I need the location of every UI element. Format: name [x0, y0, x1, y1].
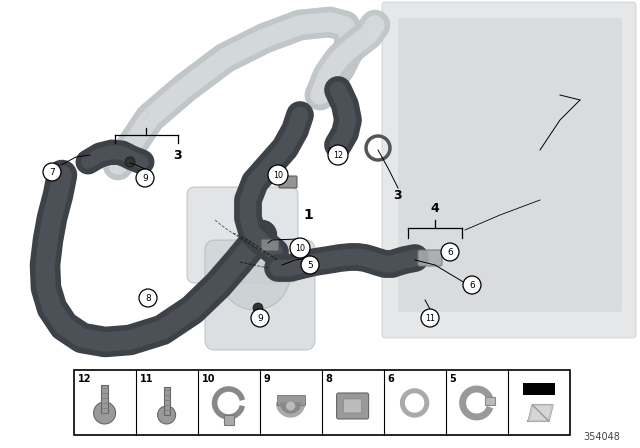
Circle shape — [251, 309, 269, 327]
Circle shape — [220, 240, 290, 310]
Text: 8: 8 — [145, 293, 151, 302]
Bar — [101, 385, 108, 413]
FancyBboxPatch shape — [187, 187, 298, 283]
Circle shape — [301, 256, 319, 274]
Text: 354048: 354048 — [583, 432, 620, 442]
Text: 8: 8 — [326, 375, 332, 384]
Circle shape — [136, 169, 154, 187]
Polygon shape — [401, 389, 429, 417]
Circle shape — [463, 276, 481, 294]
Circle shape — [157, 406, 175, 424]
Circle shape — [290, 238, 310, 258]
Text: 10: 10 — [202, 375, 215, 384]
Text: 10: 10 — [273, 171, 283, 180]
Text: 3: 3 — [394, 189, 403, 202]
Circle shape — [125, 157, 135, 167]
FancyBboxPatch shape — [205, 240, 315, 350]
Bar — [223, 415, 234, 425]
Text: 11: 11 — [425, 314, 435, 323]
Text: 7: 7 — [49, 168, 55, 177]
Text: 10: 10 — [295, 244, 305, 253]
FancyBboxPatch shape — [279, 176, 297, 188]
Circle shape — [421, 309, 439, 327]
Circle shape — [43, 163, 61, 181]
Circle shape — [441, 243, 459, 261]
Text: 3: 3 — [173, 148, 182, 161]
Text: 6: 6 — [388, 375, 394, 384]
Text: 12: 12 — [77, 375, 91, 384]
Text: 9: 9 — [264, 375, 270, 384]
Text: 5: 5 — [307, 260, 313, 270]
Bar — [276, 395, 305, 405]
Polygon shape — [406, 394, 424, 412]
Bar — [484, 397, 495, 405]
Circle shape — [285, 401, 296, 411]
Text: 2: 2 — [141, 109, 151, 123]
FancyBboxPatch shape — [337, 393, 369, 419]
Text: 6: 6 — [447, 247, 453, 257]
Text: 9: 9 — [142, 173, 148, 182]
Text: 11: 11 — [140, 375, 153, 384]
Text: 5: 5 — [450, 375, 456, 384]
Text: 9: 9 — [257, 314, 263, 323]
FancyBboxPatch shape — [261, 239, 279, 251]
Text: 1: 1 — [303, 208, 313, 222]
Polygon shape — [276, 403, 305, 417]
Circle shape — [253, 303, 263, 313]
FancyBboxPatch shape — [418, 250, 442, 266]
FancyBboxPatch shape — [382, 2, 636, 338]
FancyBboxPatch shape — [398, 18, 622, 312]
Polygon shape — [280, 403, 301, 413]
FancyBboxPatch shape — [344, 399, 362, 413]
Bar — [523, 383, 555, 395]
Text: 12: 12 — [333, 151, 343, 159]
Text: 4: 4 — [431, 202, 440, 215]
Circle shape — [139, 289, 157, 307]
Polygon shape — [529, 405, 552, 421]
Bar — [74, 370, 570, 435]
Circle shape — [93, 402, 116, 424]
Text: 6: 6 — [469, 280, 475, 289]
Bar — [164, 387, 170, 415]
Circle shape — [268, 165, 288, 185]
Circle shape — [328, 145, 348, 165]
